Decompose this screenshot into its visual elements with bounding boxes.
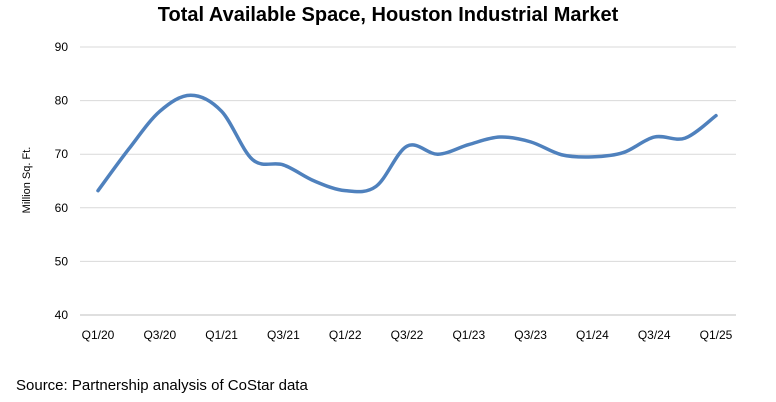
x-tick-label: Q3/22 <box>391 328 424 342</box>
data-point-Q1-21 <box>220 110 223 113</box>
y-tick-label: 60 <box>55 201 69 215</box>
x-tick-label: Q1/23 <box>452 328 485 342</box>
x-axis-ticks: Q1/20 Q3/20 Q1/21 Q3/21 Q1/22 Q3/22 Q1/23 Q3/23… <box>82 328 733 342</box>
data-point-Q1-22 <box>344 189 347 192</box>
x-tick-label: Q1/25 <box>700 328 733 342</box>
x-tick-label: Q3/23 <box>514 328 547 342</box>
gridlines <box>80 46 736 316</box>
y-axis-title: Million Sq. Ft. <box>21 147 33 214</box>
x-tick-label: Q3/24 <box>638 328 671 342</box>
data-point-Q1-25 <box>715 114 718 117</box>
data-point-Q4-24 <box>684 137 687 140</box>
data-point-Q2-24 <box>622 151 625 154</box>
data-point-Q1-23 <box>467 143 470 146</box>
source-note: Source: Partnership analysis of CoStar d… <box>16 377 308 394</box>
series-layer <box>96 93 718 194</box>
y-axis-ticks: 40 50 60 70 80 90 <box>55 40 69 322</box>
x-tick-label: Q1/21 <box>205 328 238 342</box>
y-tick-label: 70 <box>55 147 69 161</box>
y-tick-label: 50 <box>55 254 69 268</box>
data-point-Q3-21 <box>282 163 285 166</box>
series-line-0 <box>96 93 718 194</box>
y-tick-label: 80 <box>55 94 69 108</box>
data-point-Q3-24 <box>653 136 656 139</box>
data-point-Q4-23 <box>560 153 563 156</box>
x-tick-label: Q1/22 <box>329 328 362 342</box>
x-tick-label: Q3/21 <box>267 328 300 342</box>
chart-title: Total Available Space, Houston Industria… <box>157 4 619 26</box>
data-point-Q2-21 <box>251 158 254 161</box>
data-point-Q4-22 <box>436 153 439 156</box>
y-tick-label: 40 <box>55 308 69 322</box>
data-point-Q3-22 <box>406 145 409 148</box>
data-point-Q1-20 <box>97 189 100 192</box>
data-point-Q2-22 <box>375 185 378 188</box>
data-point-Q4-20 <box>189 94 192 97</box>
y-tick-label: 90 <box>55 40 69 54</box>
data-point-Q1-24 <box>591 155 594 158</box>
data-point-Q3-20 <box>158 110 161 113</box>
data-point-Q2-23 <box>498 136 501 139</box>
data-point-Q4-21 <box>313 180 316 183</box>
x-tick-label: Q1/20 <box>82 328 115 342</box>
x-tick-label: Q1/24 <box>576 328 609 342</box>
x-tick-label: Q3/20 <box>143 328 176 342</box>
data-point-Q2-20 <box>127 147 130 150</box>
data-point-Q3-23 <box>529 140 532 143</box>
